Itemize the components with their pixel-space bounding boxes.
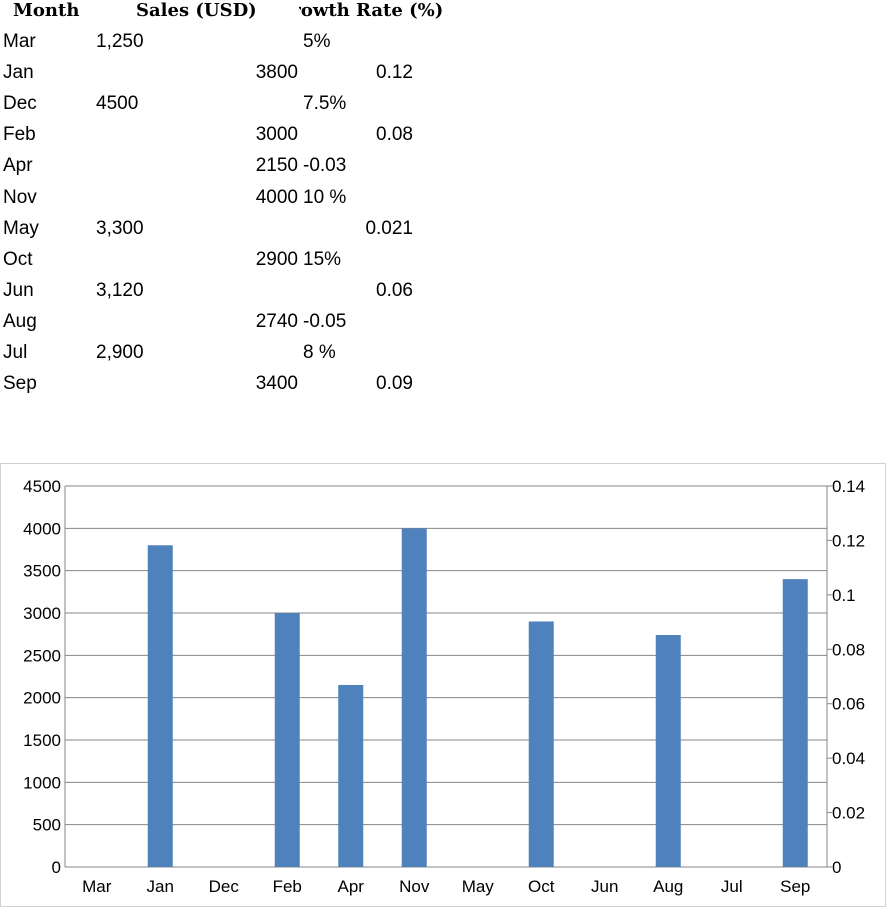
cell-month[interactable]: Dec [3,93,37,115]
bar-feb [274,613,300,867]
table-row[interactable]: May 3,300 0.021 [0,218,450,249]
x-tick-label: Sep [780,877,810,896]
cell-sales[interactable]: 3000 [255,124,298,146]
table-row[interactable]: Feb 3000 0.08 [0,124,450,155]
x-tick-label: Dec [209,877,240,896]
table-row[interactable]: Jun 3,120 0.06 [0,280,450,311]
cell-month[interactable]: Jul [3,342,28,363]
cell-growth-rate[interactable]: 0.06 [376,279,413,301]
y-tick-label: 3000 [23,604,61,623]
cell-month[interactable]: Aug [3,310,37,332]
cell-growth-rate[interactable]: -0.05 [303,310,347,332]
cell-sales[interactable]: 3,120 [96,279,144,301]
y-tick-label: 4000 [23,519,61,538]
cell-growth-rate[interactable]: 0.021 [365,217,413,239]
y-tick-label: 1500 [23,731,61,750]
y-tick-label: 3500 [23,562,61,581]
table-row[interactable]: Jan 3800 0.12 [0,62,450,93]
y2-tick-label: 0.1 [832,586,856,605]
bar-jan [147,545,173,867]
cell-month[interactable]: Jun [3,279,34,301]
cell-sales[interactable]: 3400 [255,373,298,395]
chart-area[interactable]: 0 500 1000 1500 2000 2500 3000 3500 4000 4500 0 0.0… [0,463,886,907]
cell-growth-rate[interactable]: 15% [303,248,342,270]
x-tick-label: Feb [273,877,302,896]
y2-tick-label: 0 [832,858,841,877]
cell-month[interactable]: Nov [3,186,37,208]
x-tick-label: Jul [721,877,743,896]
x-tick-label: Mar [82,877,112,896]
cell-sales[interactable]: 2740 [255,310,298,332]
cell-sales[interactable]: 2,900 [96,342,144,363]
bar-oct [528,621,554,867]
table-row[interactable]: Nov 4000 10 % [0,187,450,218]
cell-growth-rate[interactable]: 5% [303,31,331,52]
bar-chart: 0 500 1000 1500 2000 2500 3000 3500 4000 4500 0 0.0… [23,477,865,896]
y2-tick-label: 0.14 [832,477,865,496]
x-tick-label: Jun [591,877,618,896]
y-tick-label: 2000 [23,689,61,708]
cell-month[interactable]: Jan [3,62,34,84]
table-row[interactable]: Mar 1,250 5% [0,31,450,62]
header-growth-rate[interactable]: Growth Rate (%) [299,0,444,21]
bar-aug [655,635,681,867]
y-tick-label: 500 [33,816,61,835]
spreadsheet-data: Month Sales (USD) Growth Rate (%) Mar 1,2… [0,0,886,400]
bar-sep [782,579,808,867]
x-tick-label: Jan [147,877,174,896]
cell-growth-rate[interactable]: -0.03 [303,155,347,177]
cell-month[interactable]: Sep [3,373,37,395]
bar-nov [401,528,427,867]
cell-growth-rate[interactable]: 7.5% [303,93,347,115]
x-tick-label: May [462,877,495,896]
y2-tick-label: 0.04 [832,749,865,768]
y-tick-label: 0 [52,858,61,877]
table-row[interactable]: Jul 2,900 8 % [0,342,450,373]
y-tick-label: 1000 [23,773,61,792]
x-tick-label: Oct [528,877,555,896]
cell-month[interactable]: Oct [3,248,33,270]
cell-month[interactable]: Mar [3,31,36,52]
x-tick-label: Nov [399,877,430,896]
y2-tick-label: 0.02 [832,804,865,823]
cell-sales[interactable]: 3800 [255,62,298,84]
table-row[interactable]: Aug 2740 -0.05 [0,311,450,342]
cell-growth-rate[interactable]: 8 % [303,342,336,363]
cell-sales[interactable]: 3,300 [96,217,144,239]
x-tick-label: Aug [653,877,683,896]
table-row[interactable]: Dec 4500 7.5% [0,93,450,124]
y2-tick-label: 0.06 [832,695,865,714]
cell-growth-rate[interactable]: 0.09 [376,373,413,395]
y2-tick-label: 0.08 [832,640,865,659]
y-tick-label: 2500 [23,646,61,665]
cell-month[interactable]: May [3,217,39,239]
cell-month[interactable]: Feb [3,124,36,146]
y2-tick-label: 0.12 [832,531,865,550]
table-row[interactable]: Sep 3400 0.09 [0,373,450,404]
cell-growth-rate[interactable]: 0.08 [376,124,413,146]
header-month[interactable]: Month [13,0,80,21]
cell-sales[interactable]: 2900 [255,248,298,270]
header-sales[interactable]: Sales (USD) [136,0,257,21]
cell-sales[interactable]: 2150 [255,155,298,177]
table-row[interactable]: Apr 2150 -0.03 [0,155,450,186]
cell-month[interactable]: Apr [3,155,33,177]
cell-sales[interactable]: 1,250 [96,31,144,52]
table-row[interactable]: Oct 2900 15% [0,249,450,280]
cell-growth-rate[interactable]: 10 % [303,186,347,208]
y-tick-label: 4500 [23,477,61,496]
cell-growth-rate[interactable]: 0.12 [376,62,413,84]
cell-sales[interactable]: 4500 [96,93,139,115]
x-tick-label: Apr [338,877,365,896]
cell-sales[interactable]: 4000 [255,186,298,208]
bar-apr [338,684,364,867]
